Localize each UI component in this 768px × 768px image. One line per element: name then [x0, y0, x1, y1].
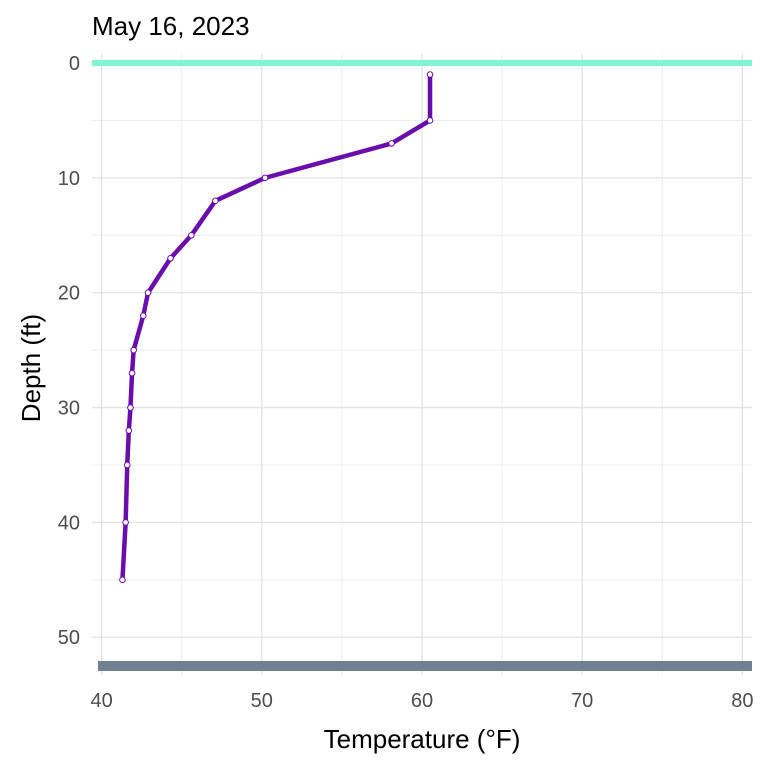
y-tick-label: 10	[58, 168, 80, 190]
x-tick-label: 60	[411, 690, 433, 712]
y-tick-label: 30	[58, 398, 80, 420]
data-point	[167, 254, 174, 262]
series-layer	[120, 72, 433, 583]
y-axis-ticks: 0 10 20 30 40 50	[58, 53, 80, 649]
data-point	[212, 197, 219, 205]
y-tick-label: 50	[58, 627, 80, 649]
x-tick-label: 80	[731, 690, 753, 712]
y-tick-label: 20	[58, 283, 80, 305]
data-point	[188, 232, 195, 239]
x-tick-label: 50	[251, 690, 273, 712]
y-tick-label: 40	[58, 512, 80, 534]
data-point	[125, 427, 133, 434]
data-point	[426, 117, 434, 124]
data-point	[127, 404, 134, 411]
series-line	[120, 72, 433, 583]
y-tick-label: 0	[69, 53, 80, 75]
data-point	[144, 289, 152, 297]
y-axis-title: Depth (ft)	[16, 314, 46, 422]
data-point	[261, 174, 269, 182]
x-axis-title: Temperature (°F)	[324, 724, 521, 754]
data-point	[139, 312, 147, 319]
data-point	[388, 140, 395, 147]
grid	[92, 54, 752, 675]
data-point	[128, 369, 136, 377]
reference-bands	[92, 60, 752, 671]
points-layer	[119, 71, 434, 584]
data-point	[130, 346, 137, 354]
data-point	[119, 576, 126, 584]
chart-title: May 16, 2023	[92, 11, 250, 41]
x-tick-label: 70	[571, 690, 593, 712]
x-tick-label: 40	[90, 690, 112, 712]
data-point	[426, 71, 434, 78]
x-axis-ticks: 40 50 60 70 80	[90, 690, 753, 712]
data-point	[122, 519, 129, 526]
data-point	[123, 461, 131, 469]
